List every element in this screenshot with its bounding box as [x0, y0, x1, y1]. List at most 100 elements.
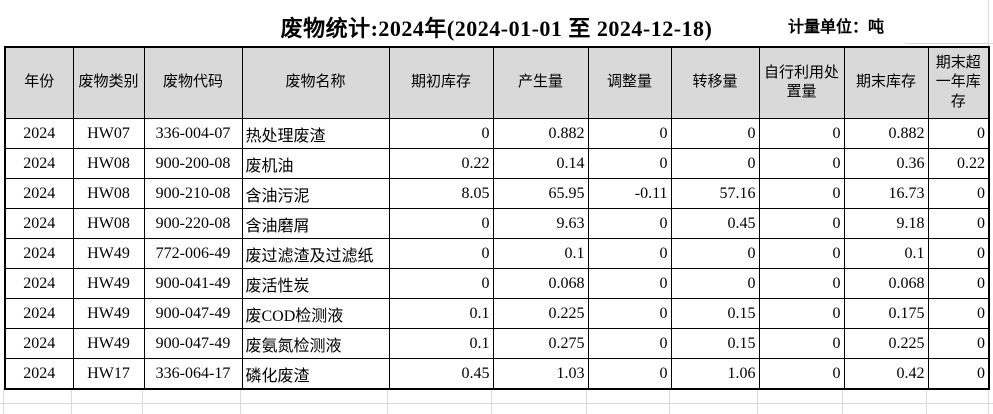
cell: 废COD检测液: [241, 298, 390, 329]
cell: 57.16: [670, 178, 760, 209]
gridline: [491, 388, 492, 414]
header-row: 年份 废物类别 废物代码 废物名称 期初库存 产生量 调整量 转移量 自行利用处置量 期末库存 期末…: [4, 46, 990, 119]
gridline: [3, 388, 4, 414]
gridline: [842, 388, 843, 414]
cell: 0: [927, 268, 990, 299]
cell: 0: [587, 268, 672, 299]
waste-statistics-table: 年份 废物类别 废物代码 废物名称 期初库存 产生量 调整量 转移量 自行利用处置量 期末库存 期末…: [4, 46, 990, 390]
cell: 废过滤渣及过滤纸: [241, 238, 390, 269]
cell: HW49: [72, 298, 145, 329]
cell: 2024: [4, 328, 74, 359]
gridline: [926, 388, 927, 414]
cell: 336-004-07: [143, 118, 243, 149]
column-header-5: 产生量: [492, 46, 589, 119]
cell: 废活性炭: [241, 268, 390, 299]
cell: 0.1: [492, 238, 589, 269]
cell: HW08: [72, 208, 145, 239]
cell: 磷化废渣: [241, 358, 390, 390]
cell: 9.63: [492, 208, 589, 239]
cell: 0.1: [843, 238, 929, 269]
cell: 0: [587, 298, 672, 329]
cell: 0: [587, 208, 672, 239]
cell: 0: [758, 238, 845, 269]
cell: 0: [758, 268, 845, 299]
table-row: 2024 HW49 900-047-49 废氨氮检测液 0.1 0.275 0 0.15 0 0.…: [4, 328, 990, 359]
cell: 0: [758, 358, 845, 390]
cell: 0.15: [670, 298, 760, 329]
page-title: 废物统计:2024年(2024-01-01 至 2024-12-18): [280, 16, 713, 41]
cell: 2024: [4, 358, 74, 390]
column-header-1: 废物类别: [72, 46, 145, 119]
cell: 0: [587, 118, 672, 149]
column-header-4: 期初库存: [388, 46, 494, 119]
cell: 772-006-49: [143, 238, 243, 269]
gridline: [0, 403, 993, 404]
cell: 0: [927, 238, 990, 269]
table-row: 2024 HW08 900-200-08 废机油 0.22 0.14 0 0 0 0.36 0.22: [4, 148, 990, 179]
cell: 0: [758, 148, 845, 179]
cell: 0: [758, 118, 845, 149]
table-row: 2024 HW07 336-004-07 热处理废渣 0 0.882 0 0 0 0.882 0: [4, 118, 990, 149]
cell: 废氨氮检测液: [241, 328, 390, 359]
gridline: [905, 43, 993, 44]
cell: HW08: [72, 148, 145, 179]
cell: 0: [927, 208, 990, 239]
cell: 900-210-08: [143, 178, 243, 209]
cell: 0: [587, 238, 672, 269]
cell: 2024: [4, 148, 74, 179]
cell: 热处理废渣: [241, 118, 390, 149]
column-header-6: 调整量: [587, 46, 672, 119]
cell: 0.068: [843, 268, 929, 299]
table-row: 2024 HW08 900-220-08 含油磨屑 0 9.63 0 0.45 0 9.18 0: [4, 208, 990, 239]
table-row: 2024 HW49 900-041-49 废活性炭 0 0.068 0 0 0 0.068 0: [4, 268, 990, 299]
column-header-8: 自行利用处置量: [758, 46, 845, 119]
cell: 2024: [4, 238, 74, 269]
cell: 900-041-49: [143, 268, 243, 299]
cell: 2024: [4, 298, 74, 329]
cell: 2024: [4, 178, 74, 209]
cell: 0: [927, 358, 990, 390]
cell: 2024: [4, 268, 74, 299]
cell: -0.11: [587, 178, 672, 209]
cell: 0: [388, 208, 494, 239]
cell: 0.45: [670, 208, 760, 239]
cell: 0.42: [843, 358, 929, 390]
column-header-2: 废物代码: [143, 46, 243, 119]
cell: 废机油: [241, 148, 390, 179]
cell: 0: [670, 148, 760, 179]
cell: 336-064-17: [143, 358, 243, 390]
cell: 2024: [4, 208, 74, 239]
unit-label: 计量单位：吨: [788, 19, 885, 36]
cell: 0.225: [492, 298, 589, 329]
cell: 0.1: [388, 298, 494, 329]
cell: 0.15: [670, 328, 760, 359]
gridline: [240, 388, 241, 414]
column-header-7: 转移量: [670, 46, 760, 119]
cell: 0: [388, 238, 494, 269]
column-header-10: 期末超一年库存: [927, 46, 990, 119]
column-header-3: 废物名称: [241, 46, 390, 119]
gridline: [988, 388, 989, 414]
cell: 900-200-08: [143, 148, 243, 179]
gridline: [586, 388, 587, 414]
cell: 0.22: [388, 148, 494, 179]
cell: 0: [587, 148, 672, 179]
cell: 1.06: [670, 358, 760, 390]
gridline: [71, 388, 72, 414]
cell: 9.18: [843, 208, 929, 239]
cell: 0.36: [843, 148, 929, 179]
gridline: [387, 388, 388, 414]
cell: 0.225: [843, 328, 929, 359]
cell: 0.1: [388, 328, 494, 359]
cell: 900-047-49: [143, 298, 243, 329]
cell: 0.22: [927, 148, 990, 179]
cell: 8.05: [388, 178, 494, 209]
table-row: 2024 HW08 900-210-08 含油污泥 8.05 65.95 -0.11 57.1…: [4, 178, 990, 209]
cell: 0: [758, 178, 845, 209]
cell: HW49: [72, 268, 145, 299]
cell: 0: [758, 328, 845, 359]
cell: 0.45: [388, 358, 494, 390]
cell: 1.03: [492, 358, 589, 390]
cell: 65.95: [492, 178, 589, 209]
